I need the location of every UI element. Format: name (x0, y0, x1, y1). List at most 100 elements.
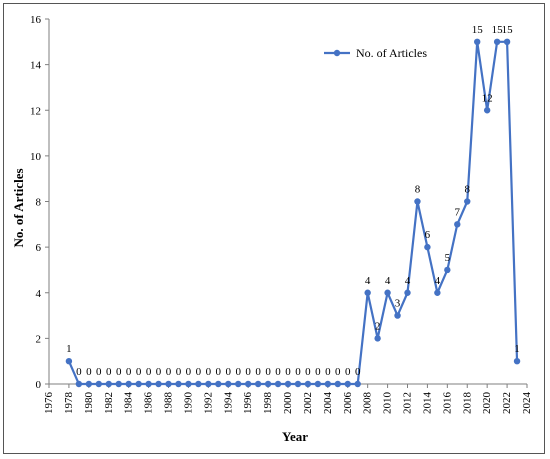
x-tick-label: 1982 (103, 392, 115, 414)
x-axis-title: Year (282, 429, 308, 444)
data-point (384, 289, 391, 296)
y-tick-label: 8 (36, 197, 42, 209)
series-line (67, 40, 519, 386)
x-tick-label: 2000 (282, 392, 294, 415)
data-label: 0 (146, 366, 152, 378)
data-point (195, 380, 202, 388)
chart-frame: 0 2 4 6 8 10 12 14 16 1976 1978 1980 1982 1984 1986 198… (3, 3, 545, 454)
data-label: 0 (325, 366, 331, 378)
x-tick-label: 2018 (461, 392, 473, 415)
x-tick-label: 1990 (182, 392, 194, 415)
data-point (404, 289, 411, 296)
x-tick-label: 2014 (421, 392, 433, 415)
data-label: 0 (76, 366, 82, 378)
data-label: 0 (275, 366, 281, 378)
y-tick-label: 4 (36, 288, 42, 300)
data-point (493, 38, 501, 46)
y-tick-label: 12 (30, 105, 41, 117)
data-point (324, 380, 332, 388)
data-label: 12 (482, 92, 493, 104)
data-label: 6 (425, 229, 431, 241)
data-point (175, 380, 182, 388)
data-label: 0 (335, 366, 341, 378)
x-tick-label: 1980 (83, 392, 95, 415)
data-label: 0 (156, 366, 162, 378)
data-label: 0 (265, 366, 271, 378)
series-layer (65, 38, 521, 388)
data-point (155, 380, 162, 388)
data-point (334, 380, 341, 388)
data-label: 0 (166, 366, 172, 378)
data-point (165, 380, 172, 388)
data-point (364, 289, 371, 296)
data-label: 0 (285, 366, 291, 378)
data-label: 15 (502, 24, 514, 36)
data-point (244, 380, 252, 388)
x-tick-label: 1988 (163, 392, 175, 415)
data-label: 0 (345, 366, 351, 378)
data-point (374, 335, 381, 342)
y-tick-label: 10 (30, 151, 42, 163)
x-tick-label: 1992 (202, 392, 214, 414)
data-point (105, 380, 112, 388)
data-label: 1 (514, 343, 520, 355)
data-point (444, 266, 451, 274)
data-point (483, 107, 491, 114)
data-point (95, 380, 102, 388)
data-label: 4 (435, 275, 441, 287)
y-tick-label: 6 (36, 242, 42, 254)
x-tick-label: 2006 (342, 392, 354, 415)
data-label: 0 (315, 366, 321, 378)
data-point (304, 380, 312, 388)
data-label: 8 (465, 184, 471, 196)
data-point (294, 380, 302, 388)
data-label: 0 (116, 366, 122, 378)
data-point (65, 357, 73, 365)
y-axis-title: No. of Articles (11, 168, 26, 247)
data-label: 0 (106, 366, 112, 378)
x-tick-label: 2024 (521, 392, 533, 415)
data-point (254, 380, 262, 388)
data-point (454, 221, 461, 228)
x-tick-label: 1998 (262, 392, 274, 415)
data-label: 15 (472, 24, 484, 36)
data-label: 0 (255, 366, 261, 378)
data-point (503, 38, 511, 46)
legend-marker (333, 49, 341, 57)
data-point (205, 380, 212, 388)
x-tick-label: 1976 (43, 392, 55, 415)
y-tick-label: 0 (36, 379, 42, 391)
x-tick-label: 1984 (123, 392, 135, 415)
data-point (513, 357, 521, 365)
data-label: 0 (176, 366, 182, 378)
data-labels: 10 0 0 0 0 0 0 0 0 0 0 0 0 0 0 0 0 0 0 0 0 0 0 0 0 0 0 0 04243486457… (66, 24, 520, 378)
data-point (464, 198, 471, 205)
x-tick-label: 2008 (362, 392, 374, 415)
data-point (225, 380, 232, 388)
legend: No. of Articles (324, 46, 427, 60)
data-label: 0 (136, 366, 142, 378)
data-label: 7 (455, 206, 461, 218)
data-label: 0 (226, 366, 232, 378)
data-label: 0 (355, 366, 361, 378)
data-point (75, 380, 83, 388)
y-tick-label: 2 (36, 333, 42, 345)
x-tick-label: 1996 (242, 392, 254, 415)
data-point (314, 380, 322, 388)
x-tick-label: 2016 (441, 392, 453, 415)
data-label: 0 (206, 366, 212, 378)
data-point (284, 380, 292, 388)
legend-label: No. of Articles (356, 46, 427, 60)
data-label: 0 (126, 366, 132, 378)
x-tick-label: 2022 (501, 392, 513, 414)
data-label: 8 (415, 184, 421, 196)
data-point (414, 198, 421, 205)
data-label: 0 (235, 366, 241, 378)
x-tick-label: 1994 (222, 392, 234, 415)
data-label: 3 (395, 298, 401, 310)
data-label: 0 (196, 366, 202, 378)
data-label: 0 (96, 366, 102, 378)
data-point (135, 380, 142, 388)
